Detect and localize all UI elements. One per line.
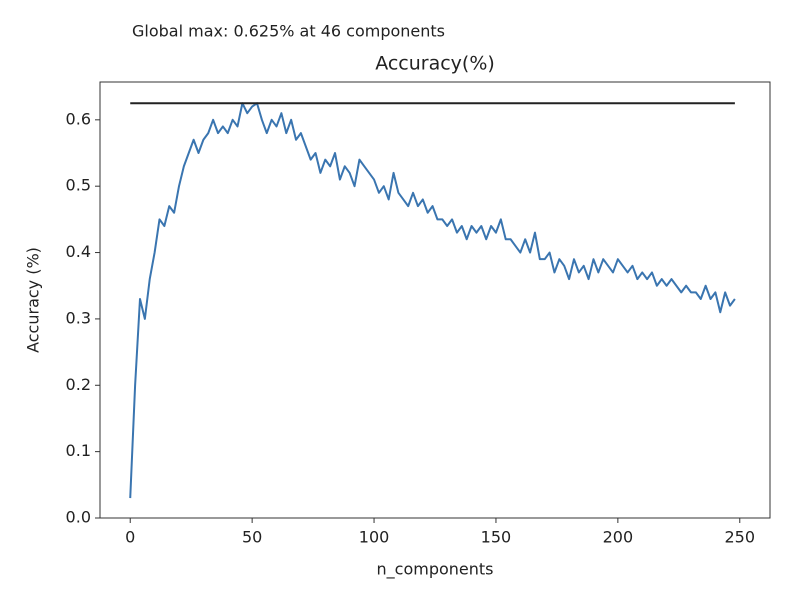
x-tick-label: 250	[724, 528, 755, 547]
x-tick-label: 150	[481, 528, 512, 547]
y-tick-label: 0.2	[66, 375, 91, 394]
x-tick-label: 100	[359, 528, 390, 547]
y-tick-label: 0.1	[66, 441, 91, 460]
chart-title: Accuracy(%)	[375, 53, 495, 75]
x-tick-label: 200	[603, 528, 634, 547]
y-tick-label: 0.6	[66, 109, 91, 128]
plot-frame	[99, 81, 771, 519]
x-tick-label: 50	[242, 528, 262, 547]
y-tick-label: 0.5	[66, 176, 91, 195]
y-tick-label: 0.4	[66, 242, 91, 261]
y-tick-label: 0.3	[66, 308, 91, 327]
x-tick-label: 0	[125, 528, 135, 547]
data-line	[129, 102, 736, 499]
y-tick-label: 0.0	[66, 508, 91, 527]
y-axis-label: Accuracy (%)	[24, 247, 43, 353]
annotation: Global max: 0.625% at 46 components	[132, 22, 445, 41]
x-axis-label: n_components	[377, 560, 494, 580]
